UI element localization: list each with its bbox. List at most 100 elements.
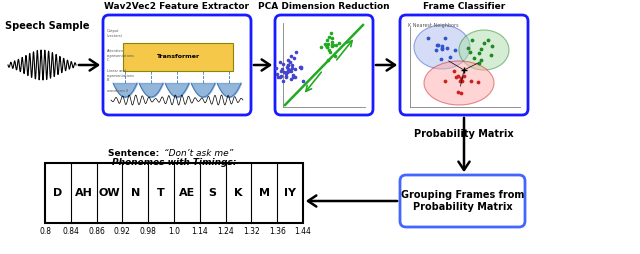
Point bbox=[284, 67, 294, 71]
Text: Sentence:: Sentence: bbox=[108, 149, 162, 158]
Point bbox=[276, 74, 287, 78]
Point bbox=[456, 75, 467, 80]
Ellipse shape bbox=[424, 61, 494, 105]
Point bbox=[278, 70, 289, 74]
Point bbox=[296, 66, 306, 70]
Point bbox=[327, 40, 337, 44]
Point bbox=[273, 75, 283, 79]
Point bbox=[282, 70, 292, 74]
FancyBboxPatch shape bbox=[400, 15, 528, 115]
Point bbox=[295, 65, 305, 69]
Point bbox=[286, 54, 296, 58]
Text: 1.0: 1.0 bbox=[168, 227, 180, 236]
Point bbox=[323, 58, 333, 62]
Text: AE: AE bbox=[179, 188, 195, 198]
Point bbox=[465, 50, 475, 54]
Text: D: D bbox=[53, 188, 63, 198]
Point bbox=[324, 35, 334, 39]
FancyBboxPatch shape bbox=[275, 15, 373, 115]
Point bbox=[423, 36, 433, 40]
Point bbox=[322, 44, 332, 49]
Point bbox=[486, 44, 497, 48]
Point bbox=[285, 77, 296, 82]
Point bbox=[277, 68, 287, 72]
Point bbox=[287, 63, 297, 67]
Bar bbox=[45, 163, 303, 223]
Text: IY: IY bbox=[284, 188, 296, 198]
Point bbox=[486, 53, 497, 57]
Point bbox=[465, 79, 476, 83]
Point bbox=[327, 44, 337, 48]
Point bbox=[326, 43, 337, 47]
Point bbox=[271, 72, 282, 76]
Point bbox=[459, 74, 469, 78]
Point bbox=[289, 56, 299, 60]
Text: Speech Sample: Speech Sample bbox=[5, 21, 90, 31]
Text: M: M bbox=[259, 188, 270, 198]
Bar bbox=[123, 43, 233, 71]
Point bbox=[278, 62, 288, 66]
Text: Attention
representations
C: Attention representations C bbox=[107, 49, 135, 62]
Text: Transformer: Transformer bbox=[156, 55, 200, 59]
Point bbox=[440, 36, 451, 40]
Point bbox=[320, 42, 330, 46]
Point bbox=[284, 63, 294, 67]
FancyBboxPatch shape bbox=[400, 175, 525, 227]
Text: Grouping Frames from
Probability Matrix: Grouping Frames from Probability Matrix bbox=[401, 190, 524, 212]
Text: AH: AH bbox=[75, 188, 93, 198]
Point bbox=[479, 41, 489, 45]
Point bbox=[285, 68, 295, 72]
Text: 1.32: 1.32 bbox=[243, 227, 260, 236]
Point bbox=[287, 66, 298, 70]
Point bbox=[282, 70, 292, 74]
Point bbox=[284, 69, 294, 73]
Point bbox=[322, 45, 332, 50]
Point bbox=[436, 57, 446, 61]
Point bbox=[440, 79, 450, 83]
Point bbox=[463, 46, 473, 50]
Point bbox=[323, 47, 333, 52]
Point bbox=[437, 43, 447, 47]
Text: K Nearest Neighbors: K Nearest Neighbors bbox=[408, 23, 459, 28]
Point bbox=[286, 69, 296, 73]
Text: 0.84: 0.84 bbox=[62, 227, 79, 236]
Text: 0.98: 0.98 bbox=[140, 227, 157, 236]
Point bbox=[281, 71, 291, 75]
Text: S: S bbox=[209, 188, 217, 198]
Text: N: N bbox=[131, 188, 140, 198]
Text: OW: OW bbox=[99, 188, 120, 198]
Text: 0.8: 0.8 bbox=[39, 227, 51, 236]
Text: 1.24: 1.24 bbox=[217, 227, 234, 236]
Point bbox=[287, 75, 298, 79]
Point bbox=[453, 90, 463, 94]
Point bbox=[437, 46, 447, 50]
Point bbox=[296, 65, 306, 69]
Point bbox=[323, 42, 333, 46]
Point bbox=[276, 69, 286, 73]
Point bbox=[281, 74, 291, 78]
Point bbox=[285, 60, 296, 64]
Point bbox=[316, 45, 326, 49]
Point bbox=[284, 58, 294, 62]
Text: waveform X: waveform X bbox=[107, 89, 128, 93]
Point bbox=[437, 47, 447, 51]
Text: Wav2Vec2 Feature Extractor: Wav2Vec2 Feature Extractor bbox=[104, 2, 250, 11]
Text: 1.36: 1.36 bbox=[269, 227, 285, 236]
Text: Output
(vectors): Output (vectors) bbox=[107, 29, 123, 38]
Point bbox=[330, 54, 340, 58]
FancyBboxPatch shape bbox=[103, 15, 251, 115]
Text: 1.44: 1.44 bbox=[294, 227, 312, 236]
Point bbox=[432, 43, 442, 47]
Point bbox=[445, 55, 455, 59]
Point bbox=[467, 38, 477, 42]
Text: PCA Dimension Reduction: PCA Dimension Reduction bbox=[258, 2, 390, 11]
Point bbox=[281, 71, 291, 75]
Point bbox=[449, 69, 459, 73]
Point bbox=[275, 75, 285, 79]
Text: Probability Matrix: Probability Matrix bbox=[414, 129, 514, 139]
Text: 1.14: 1.14 bbox=[191, 227, 208, 236]
Point bbox=[271, 66, 282, 70]
Point bbox=[474, 60, 484, 65]
Text: K: K bbox=[234, 188, 243, 198]
Text: 0.86: 0.86 bbox=[88, 227, 105, 236]
